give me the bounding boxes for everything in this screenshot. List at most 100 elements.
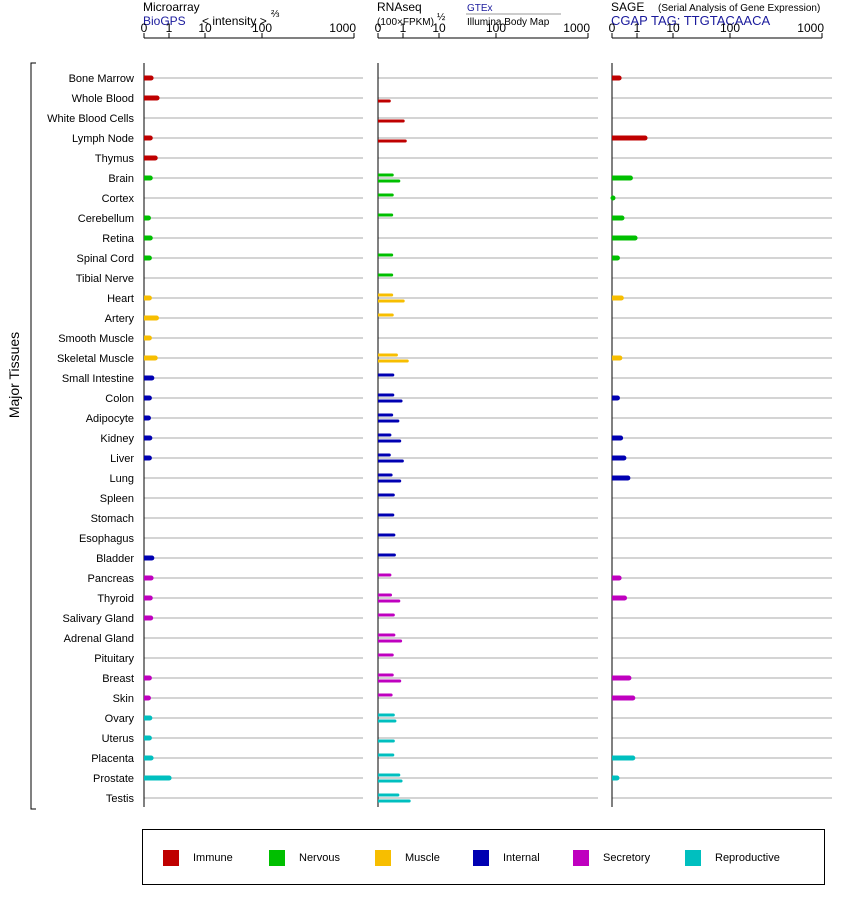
axis-tick-label: 1	[634, 21, 641, 35]
expression-bar	[378, 713, 394, 717]
legend-item-reproductive: Reproductive	[685, 850, 780, 866]
sage-title-note: (Serial Analysis of Gene Expression)	[658, 3, 820, 14]
expression-bar-cap	[397, 599, 401, 603]
expression-bar-cap	[147, 715, 153, 721]
legend-swatch-muscle	[375, 850, 391, 866]
expression-bar-cap	[147, 435, 153, 441]
expression-bar	[612, 215, 623, 221]
rnaseq-header: RNAseq (100×FPKM) ½ GTEx Illumina Body M…	[377, 0, 561, 28]
expression-bar-cap	[390, 253, 394, 257]
legend-label-internal: Internal	[503, 852, 540, 864]
tissue-label: Pancreas	[88, 573, 135, 585]
expression-bar	[144, 455, 150, 461]
axis-tick-label: 1	[400, 21, 407, 35]
expression-bar	[378, 773, 399, 777]
expression-bar-cap	[394, 353, 398, 357]
legend-label-muscle: Muscle	[405, 852, 440, 864]
tissue-label: Bladder	[96, 553, 134, 565]
rnaseq-subtitle: (100×FPKM)	[377, 17, 434, 28]
microarray-scale-exponent: ⅔	[271, 9, 280, 20]
expression-bar	[144, 615, 151, 621]
tissue-bracket	[30, 62, 36, 810]
tissue-label: Thymus	[95, 153, 135, 165]
tissue-label: Testis	[106, 793, 135, 805]
legend-swatch-reproductive	[685, 850, 701, 866]
expression-bar-cap	[614, 255, 620, 261]
expression-bar	[378, 293, 392, 297]
tissue-label: Breast	[102, 673, 134, 685]
legend-swatch-internal	[473, 850, 489, 866]
expression-bar-cap	[632, 235, 638, 241]
expression-bar-cap	[148, 75, 154, 81]
expression-bar	[612, 255, 618, 261]
expression-bar	[378, 679, 400, 683]
expression-bar	[378, 473, 392, 477]
expression-bar-cap	[626, 675, 632, 681]
rnaseq-title: RNAseq	[377, 0, 422, 14]
expression-bar-cap	[152, 155, 158, 161]
expression-bar	[612, 175, 631, 181]
expression-bar-cap	[621, 455, 627, 461]
tissue-label: Lymph Node	[72, 133, 134, 145]
expression-bar-cap	[145, 415, 151, 421]
expression-bar	[378, 639, 401, 643]
expression-bar-cap	[614, 775, 620, 781]
expression-bar	[378, 593, 391, 597]
legend-item-nervous: Nervous	[269, 850, 340, 866]
legend-item-internal: Internal	[473, 850, 540, 866]
expression-bar-cap	[392, 633, 396, 637]
expression-bar-cap	[390, 193, 394, 197]
expression-bar-cap	[392, 533, 396, 537]
expression-bar-cap	[390, 673, 394, 677]
expression-bar	[144, 595, 151, 601]
expression-bar-cap	[392, 553, 396, 557]
tissue-label: Retina	[102, 233, 135, 245]
tissue-label: Stomach	[91, 513, 134, 525]
expression-bar-cap	[616, 75, 622, 81]
expression-bar-cap	[145, 215, 151, 221]
expression-bar	[378, 793, 398, 797]
expression-bar	[378, 299, 404, 303]
tissue-label: Liver	[110, 453, 134, 465]
legend-label-nervous: Nervous	[299, 852, 340, 864]
expression-bar	[378, 533, 394, 537]
expression-bar	[144, 435, 150, 441]
expression-bar-cap	[154, 95, 160, 101]
expression-bar	[612, 455, 624, 461]
expression-bar	[144, 735, 150, 741]
expression-bar-cap	[391, 753, 395, 757]
expression-bar-cap	[152, 355, 158, 361]
expression-bar	[378, 493, 394, 497]
expression-bar	[144, 135, 151, 141]
expression-bar-cap	[630, 695, 636, 701]
legend-label-reproductive: Reproductive	[715, 852, 780, 864]
expression-bar-cap	[147, 235, 153, 241]
axis-tick-label: 100	[486, 21, 506, 35]
tissue-label: Artery	[105, 313, 135, 325]
expression-bar	[378, 673, 393, 677]
expression-bar	[144, 295, 150, 301]
expression-bar-cap	[391, 513, 395, 517]
expression-bar	[378, 179, 399, 183]
rnaseq-scale-exponent: ½	[437, 12, 446, 23]
expression-bar-cap	[146, 455, 152, 461]
tissue-label: Prostate	[93, 773, 134, 785]
expression-bar-cap	[622, 595, 628, 601]
expression-bar	[144, 775, 170, 781]
expression-bar-cap	[617, 355, 623, 361]
axis-tick-label: 0	[609, 21, 616, 35]
row-gridlines	[144, 77, 832, 799]
expression-bar	[612, 435, 621, 441]
sage-source: CGAP TAG: TTGTACAACA	[611, 13, 770, 28]
expression-bar-cap	[401, 119, 405, 123]
expression-bar-cap	[390, 293, 394, 297]
axis-tick-label: 10	[666, 21, 680, 35]
tissue-label: Skin	[113, 693, 134, 705]
tissue-labels: Bone Marrow Whole Blood White Blood Cells L…	[47, 73, 135, 805]
expression-bar	[378, 439, 400, 443]
expression-bar-cap	[396, 419, 400, 423]
expression-bar-cap	[396, 793, 400, 797]
expression-bar-cap	[398, 439, 402, 443]
expression-bar-cap	[387, 453, 391, 457]
expression-bar-cap	[146, 675, 152, 681]
